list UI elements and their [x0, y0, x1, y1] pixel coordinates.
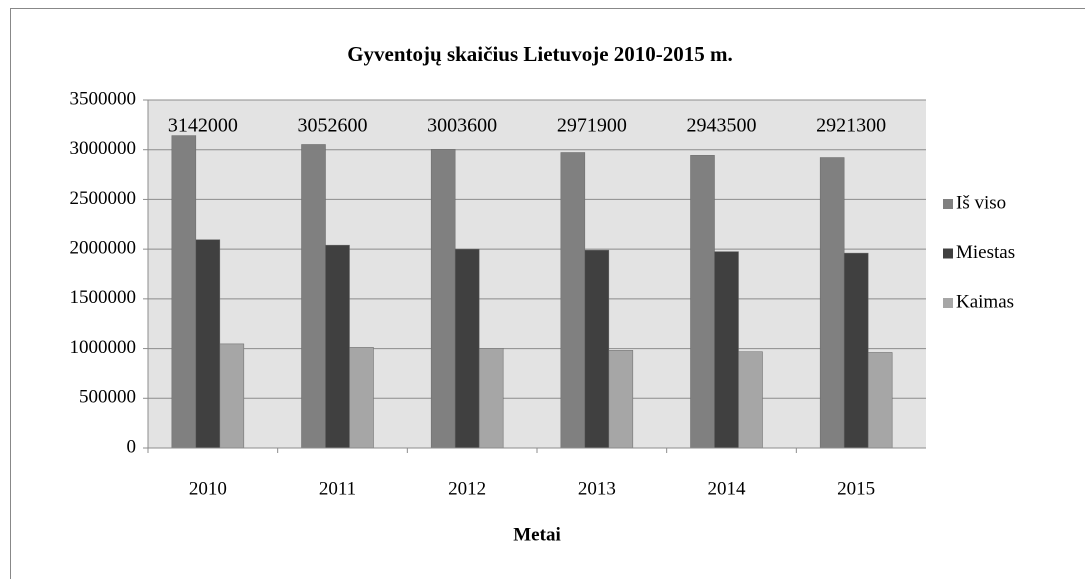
bar [454, 248, 480, 449]
bar [690, 155, 715, 449]
legend-label: Miestas [956, 242, 1015, 263]
bar [430, 149, 456, 449]
y-tick-label: 1500000 [70, 287, 137, 308]
legend-swatch [943, 199, 953, 209]
bar [301, 144, 326, 449]
y-tick-label: 2500000 [70, 188, 137, 209]
data-label: 3142000 [168, 115, 238, 137]
bar [867, 352, 893, 449]
y-tick-label: 500000 [79, 387, 136, 408]
bar [478, 348, 504, 449]
x-tick-label: 2010 [189, 478, 227, 499]
y-tick-label: 3500000 [70, 88, 137, 109]
bar [219, 343, 245, 449]
x-tick-label: 2011 [319, 478, 356, 499]
x-tick-label: 2012 [448, 478, 486, 499]
bar [560, 152, 586, 449]
bar [195, 239, 221, 449]
bar [325, 244, 350, 449]
legend-swatch [943, 298, 953, 308]
bar [738, 351, 763, 449]
plot-area [148, 100, 926, 448]
bar [171, 135, 197, 449]
data-label: 2943500 [687, 115, 757, 137]
bar [714, 251, 739, 449]
data-label: 3052600 [298, 115, 368, 137]
legend-swatch [943, 248, 953, 259]
chart-title: Gyventojų skaičius Lietuvoje 2010-2015 m… [347, 42, 733, 66]
bar [843, 252, 869, 449]
x-axis-label: Metai [513, 524, 560, 545]
data-label: 3003600 [427, 115, 497, 137]
y-tick-label: 2000000 [70, 238, 137, 259]
legend-label: Kaimas [956, 291, 1014, 312]
bar [819, 157, 845, 449]
x-tick-label: 2014 [708, 478, 747, 499]
y-tick-label: 3000000 [70, 138, 137, 159]
bar [349, 347, 374, 449]
bar [584, 249, 610, 449]
y-tick-label: 0 [127, 436, 137, 457]
bar [608, 350, 634, 449]
x-tick-label: 2015 [837, 478, 875, 499]
y-tick-label: 1000000 [70, 337, 137, 358]
data-label: 2971900 [557, 115, 627, 137]
x-tick-label: 2013 [578, 478, 616, 499]
data-label: 2921300 [816, 115, 886, 137]
legend-label: Iš viso [956, 192, 1006, 213]
